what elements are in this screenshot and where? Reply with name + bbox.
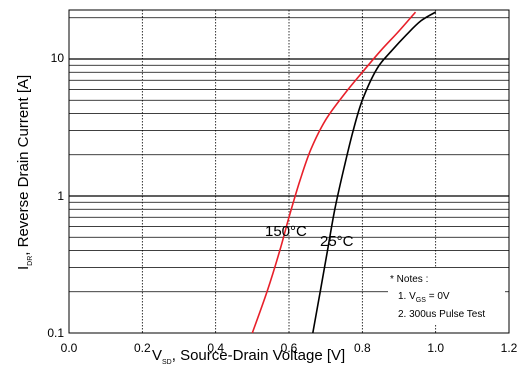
x-axis-label: VSD, Source-Drain Voltage [V] xyxy=(152,347,345,366)
x-tick-label: 1.0 xyxy=(427,341,444,355)
y-tick-label: 10 xyxy=(51,51,65,65)
notes-title: * Notes : xyxy=(390,274,428,285)
notes-box: * Notes : 1. VGS = 0V 2. 300us Pulse Tes… xyxy=(388,268,505,325)
x-tick-label: 0.8 xyxy=(354,341,371,355)
x-tick-label: 0.2 xyxy=(134,341,151,355)
y-axis-label: IDR, Reverse Drain Current [A] xyxy=(15,75,34,270)
series-group xyxy=(251,11,437,334)
curve-label-25c: 25°C xyxy=(320,233,354,250)
x-tick-label: 0.0 xyxy=(61,341,78,355)
tick-labels: 0.0 0.2 0.4 0.6 0.8 1.0 1.2 0.1 1 10 xyxy=(47,51,517,355)
x-tick-label: 0.4 xyxy=(207,341,224,355)
series-line-0 xyxy=(251,11,417,334)
curve-label-150c: 150°C xyxy=(265,223,307,240)
notes-line-1: 1. VGS = 0V xyxy=(398,291,450,304)
y-tick-label: 1 xyxy=(57,189,64,203)
x-tick-label: 0.6 xyxy=(281,341,298,355)
notes-line-2: 2. 300us Pulse Test xyxy=(398,309,485,320)
y-tick-label: 0.1 xyxy=(47,326,64,340)
x-tick-label: 1.2 xyxy=(501,341,518,355)
series-line-1 xyxy=(312,11,437,334)
plot-frame xyxy=(68,9,510,334)
grid xyxy=(69,10,509,333)
